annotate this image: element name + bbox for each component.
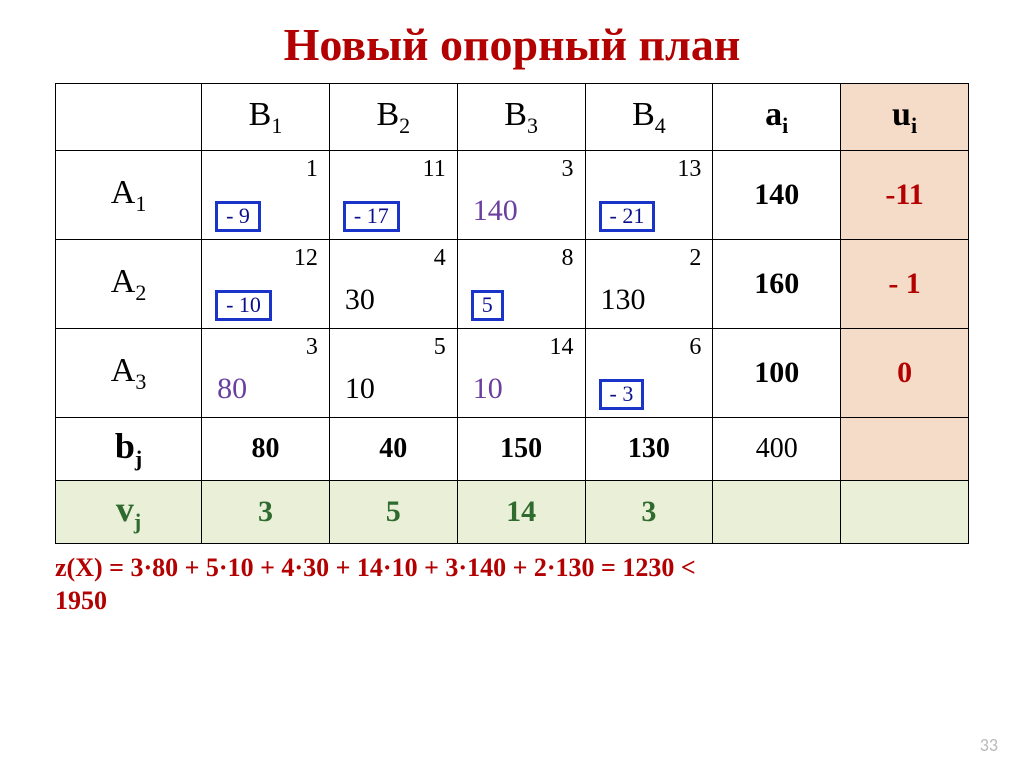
cell-A2-B3: 85 bbox=[457, 240, 585, 329]
vj-2: 5 bbox=[329, 481, 457, 544]
row-label-A3: A3 bbox=[56, 329, 202, 418]
delta-box: - 21 bbox=[599, 201, 656, 232]
ai-A3: 100 bbox=[713, 329, 841, 418]
vj-blank-2 bbox=[841, 481, 969, 544]
cell-A2-B1: 12- 10 bbox=[202, 240, 330, 329]
ui-A2: - 1 bbox=[841, 240, 969, 329]
vj-1: 3 bbox=[202, 481, 330, 544]
delta-box: - 10 bbox=[215, 290, 272, 321]
vj-3: 14 bbox=[457, 481, 585, 544]
page-number: 33 bbox=[980, 734, 998, 756]
delta-box: 5 bbox=[471, 290, 504, 321]
col-B3: B3 bbox=[457, 84, 585, 151]
header-row: B1 B2 B3 B4 ai ui bbox=[56, 84, 969, 151]
row-label-A1: A1 bbox=[56, 151, 202, 240]
row-bj: bj 80 40 150 130 400 bbox=[56, 418, 969, 481]
vj-blank-1 bbox=[713, 481, 841, 544]
cell-A1-B1: 1- 9 bbox=[202, 151, 330, 240]
delta-box: - 9 bbox=[215, 201, 261, 232]
grand-total: 400 bbox=[713, 418, 841, 481]
cell-A3-B2: 510 bbox=[329, 329, 457, 418]
allocation: 30 bbox=[345, 283, 375, 317]
cell-A3-B3: 1410 bbox=[457, 329, 585, 418]
row-A2: A2 12- 10 430 85 2130 160 - 1 bbox=[56, 240, 969, 329]
allocation: 10 bbox=[473, 372, 503, 406]
blank-corner bbox=[56, 84, 202, 151]
cell-A1-B3: 3140 bbox=[457, 151, 585, 240]
row-vj: vj 3 5 14 3 bbox=[56, 481, 969, 544]
col-ui: ui bbox=[841, 84, 969, 151]
transport-table: B1 B2 B3 B4 ai ui A1 1- 9 11- 17 3140 13… bbox=[55, 83, 969, 544]
cell-A3-B1: 380 bbox=[202, 329, 330, 418]
col-ai: ai bbox=[713, 84, 841, 151]
col-B1: B1 bbox=[202, 84, 330, 151]
bj-3: 150 bbox=[457, 418, 585, 481]
row-A1: A1 1- 9 11- 17 3140 13- 21 140 -11 bbox=[56, 151, 969, 240]
cell-A2-B4: 2130 bbox=[585, 240, 713, 329]
ai-A2: 160 bbox=[713, 240, 841, 329]
cell-A1-B2: 11- 17 bbox=[329, 151, 457, 240]
bj-4: 130 bbox=[585, 418, 713, 481]
delta-box: - 3 bbox=[599, 379, 645, 410]
allocation: 80 bbox=[217, 372, 247, 406]
page-title: Новый опорный план bbox=[55, 18, 969, 71]
bj-label: bj bbox=[56, 418, 202, 481]
bj-2: 40 bbox=[329, 418, 457, 481]
cell-A2-B2: 430 bbox=[329, 240, 457, 329]
ui-A1: -11 bbox=[841, 151, 969, 240]
bj-ui-blank bbox=[841, 418, 969, 481]
cell-A3-B4: 6- 3 bbox=[585, 329, 713, 418]
row-A3: A3 380 510 1410 6- 3 100 0 bbox=[56, 329, 969, 418]
row-label-A2: A2 bbox=[56, 240, 202, 329]
delta-box: - 17 bbox=[343, 201, 400, 232]
col-B4: B4 bbox=[585, 84, 713, 151]
allocation: 140 bbox=[473, 194, 518, 228]
ai-A1: 140 bbox=[713, 151, 841, 240]
ui-A3: 0 bbox=[841, 329, 969, 418]
vj-4: 3 bbox=[585, 481, 713, 544]
allocation: 10 bbox=[345, 372, 375, 406]
allocation: 130 bbox=[601, 283, 646, 317]
vj-label: vj bbox=[56, 481, 202, 544]
objective-formula: z(X) = 3·80 + 5·10 + 4·30 + 14·10 + 3·14… bbox=[55, 552, 969, 617]
col-B2: B2 bbox=[329, 84, 457, 151]
bj-1: 80 bbox=[202, 418, 330, 481]
cell-A1-B4: 13- 21 bbox=[585, 151, 713, 240]
